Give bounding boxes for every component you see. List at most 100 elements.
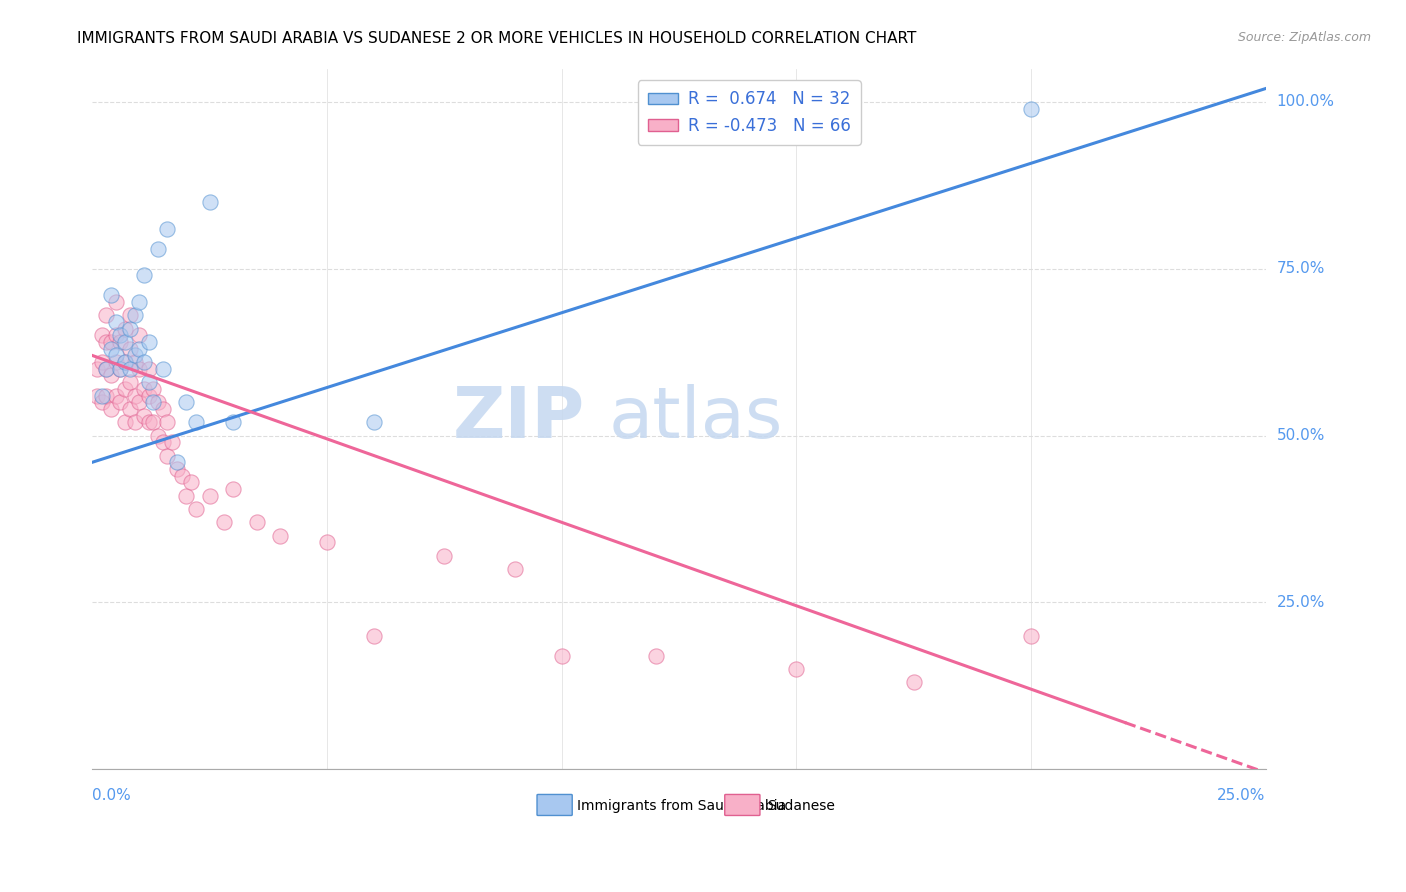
Text: 100.0%: 100.0%	[1277, 95, 1334, 110]
Point	[96, 335, 118, 350]
Point	[146, 242, 169, 256]
Point	[128, 395, 150, 409]
Point	[503, 562, 526, 576]
Point	[138, 375, 160, 389]
Point	[100, 368, 122, 383]
Point	[212, 516, 235, 530]
Text: 0.0%: 0.0%	[93, 788, 131, 803]
Point	[180, 475, 202, 490]
Text: 25.0%: 25.0%	[1277, 595, 1324, 610]
Point	[316, 535, 339, 549]
Legend: R =  0.674   N = 32, R = -0.473   N = 66: R = 0.674 N = 32, R = -0.473 N = 66	[638, 80, 860, 145]
Point	[118, 309, 141, 323]
FancyBboxPatch shape	[724, 795, 761, 815]
Point	[124, 355, 146, 369]
Point	[96, 361, 118, 376]
Point	[132, 409, 155, 423]
Point	[222, 415, 245, 429]
Point	[86, 388, 108, 402]
Point	[104, 328, 127, 343]
FancyBboxPatch shape	[537, 795, 572, 815]
Point	[104, 295, 127, 310]
Point	[96, 361, 118, 376]
Point	[104, 349, 127, 363]
Text: ZIP: ZIP	[453, 384, 585, 453]
Point	[363, 629, 385, 643]
Point	[142, 395, 165, 409]
Point	[110, 328, 132, 343]
Point	[166, 455, 188, 469]
Point	[114, 355, 136, 369]
Point	[128, 295, 150, 310]
Point	[198, 194, 221, 209]
Text: Immigrants from Saudi Arabia: Immigrants from Saudi Arabia	[576, 798, 786, 813]
Text: 50.0%: 50.0%	[1277, 428, 1324, 443]
Point	[269, 529, 291, 543]
Point	[184, 502, 207, 516]
Point	[184, 415, 207, 429]
Point	[86, 361, 108, 376]
Point	[132, 382, 155, 396]
Point	[110, 335, 132, 350]
Point	[138, 415, 160, 429]
Point	[166, 462, 188, 476]
Point	[118, 361, 141, 376]
Point	[114, 382, 136, 396]
Text: Sudanese: Sudanese	[768, 798, 835, 813]
Point	[152, 435, 174, 450]
Point	[90, 395, 112, 409]
Text: IMMIGRANTS FROM SAUDI ARABIA VS SUDANESE 2 OR MORE VEHICLES IN HOUSEHOLD CORRELA: IMMIGRANTS FROM SAUDI ARABIA VS SUDANESE…	[77, 31, 917, 46]
Point	[152, 401, 174, 416]
Point	[100, 335, 122, 350]
Point	[146, 428, 169, 442]
Point	[146, 395, 169, 409]
Text: 75.0%: 75.0%	[1277, 261, 1324, 277]
Point	[118, 375, 141, 389]
Point	[142, 415, 165, 429]
Point	[174, 395, 197, 409]
Point	[118, 322, 141, 336]
Point	[114, 322, 136, 336]
Point	[138, 335, 160, 350]
Point	[903, 675, 925, 690]
Point	[100, 342, 122, 356]
Point	[550, 648, 572, 663]
Point	[96, 309, 118, 323]
Point	[138, 361, 160, 376]
Point	[110, 361, 132, 376]
Point	[152, 361, 174, 376]
Point	[1019, 102, 1042, 116]
Point	[174, 489, 197, 503]
Point	[114, 415, 136, 429]
Point	[118, 342, 141, 356]
Point	[104, 355, 127, 369]
Text: Source: ZipAtlas.com: Source: ZipAtlas.com	[1237, 31, 1371, 45]
Point	[124, 309, 146, 323]
Point	[245, 516, 267, 530]
Point	[156, 221, 179, 235]
Point	[128, 328, 150, 343]
Point	[363, 415, 385, 429]
Text: atlas: atlas	[609, 384, 783, 453]
Point	[104, 315, 127, 329]
Point	[160, 435, 183, 450]
Point	[114, 335, 136, 350]
Point	[222, 482, 245, 496]
Point	[156, 449, 179, 463]
Point	[692, 108, 714, 122]
Point	[132, 355, 155, 369]
Point	[170, 468, 193, 483]
Point	[128, 342, 150, 356]
Point	[90, 355, 112, 369]
Point	[110, 395, 132, 409]
Point	[110, 361, 132, 376]
Point	[156, 415, 179, 429]
Point	[1019, 629, 1042, 643]
Point	[128, 361, 150, 376]
Point	[124, 388, 146, 402]
Point	[644, 648, 666, 663]
Point	[785, 662, 807, 676]
Point	[142, 382, 165, 396]
Point	[198, 489, 221, 503]
Point	[90, 328, 112, 343]
